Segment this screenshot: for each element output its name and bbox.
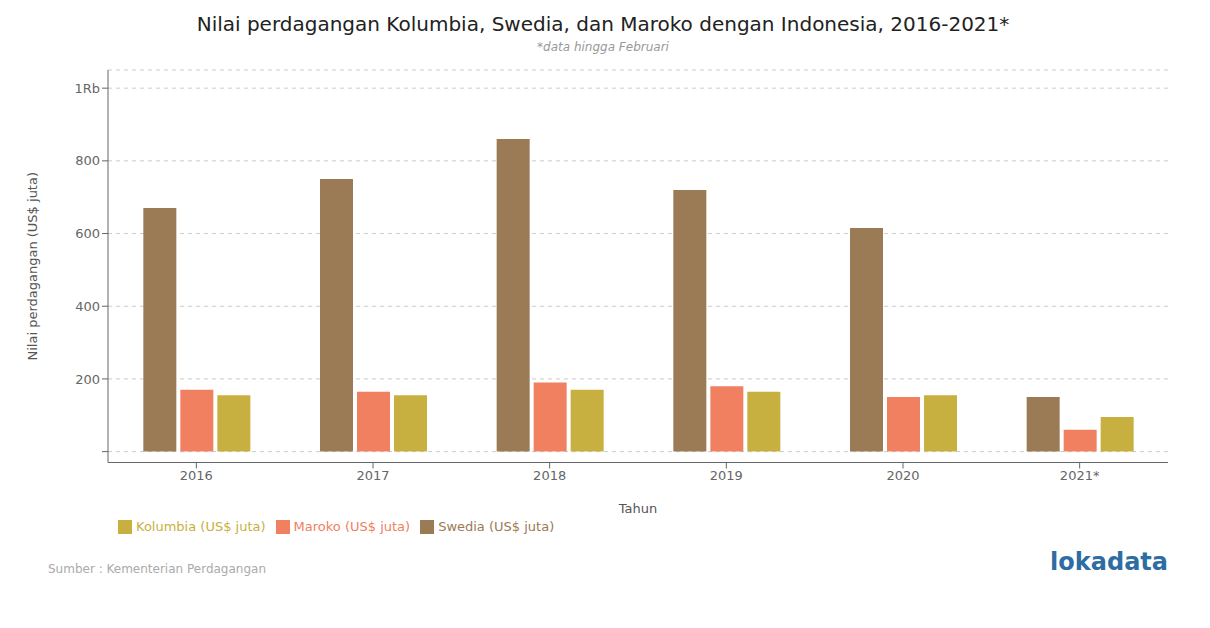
svg-text:2019: 2019	[710, 468, 743, 483]
svg-text:1Rb: 1Rb	[74, 81, 100, 96]
html-text:Swedia (US$ juta): Swedia (US$ juta)	[438, 518, 555, 534]
svg-text:2020: 2020	[886, 468, 919, 483]
svg-text:Tahun: Tahun	[618, 501, 657, 516]
svg-text:Nilai perdagangan (US$ juta): Nilai perdagangan (US$ juta)	[25, 172, 40, 361]
html-text:Sumber : Kementerian Perdagang: Sumber : Kementerian Perdagangan	[48, 562, 266, 576]
svg-text:400: 400	[75, 299, 100, 314]
svg-text:2016: 2016	[180, 468, 213, 483]
svg-text:600: 600	[75, 226, 100, 241]
html-text:*data hingga Februari: *data hingga Februari	[537, 40, 669, 54]
html-text:Kolumbia (US$ juta): Kolumbia (US$ juta)	[136, 518, 266, 534]
svg-text:2017: 2017	[356, 468, 389, 483]
html-text:Maroko (US$ juta): Maroko (US$ juta)	[293, 518, 411, 534]
svg-text:2021*: 2021*	[1060, 468, 1100, 483]
html-text:lokadata: lokadata	[1050, 548, 1168, 576]
svg-text:800: 800	[75, 153, 100, 168]
svg-text:200: 200	[75, 372, 100, 387]
svg-text:2018: 2018	[533, 468, 566, 483]
html-text:Nilai perdagangan Kolumbia, Sw: Nilai perdagangan Kolumbia, Swedia, dan …	[196, 12, 1010, 36]
